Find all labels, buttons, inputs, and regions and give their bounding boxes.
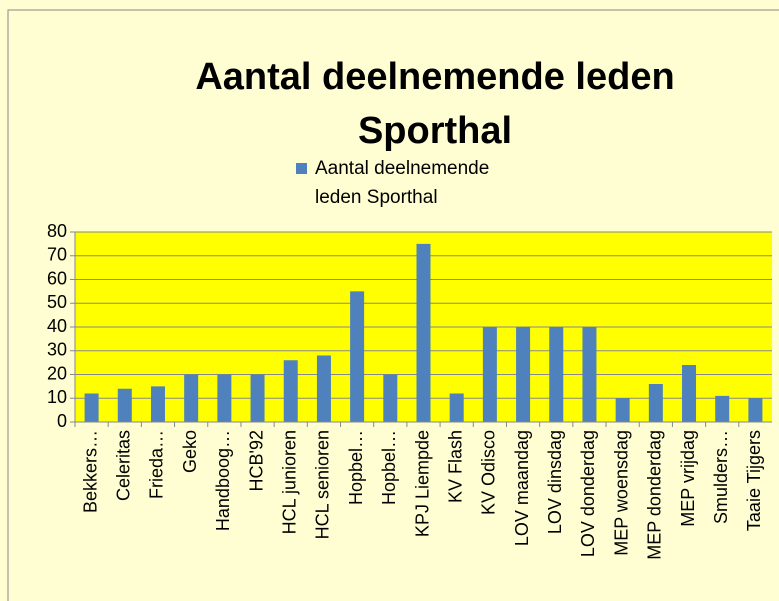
- bar: [682, 365, 697, 422]
- bar: [615, 398, 630, 422]
- bar: [283, 360, 298, 422]
- bar: [549, 327, 564, 422]
- x-tick-label: Hopbel…: [346, 430, 366, 505]
- x-tick-label: Bekkers…: [80, 430, 100, 513]
- x-tick-label: LOV maandag: [512, 430, 532, 546]
- bar: [117, 388, 132, 422]
- bar: [582, 327, 597, 422]
- x-tick-label: Celeritas: [114, 430, 134, 501]
- bar: [648, 384, 663, 422]
- x-tick-label: KPJ Liempde: [412, 430, 432, 537]
- x-tick-label: LOV dinsdag: [545, 430, 565, 534]
- x-tick-label: Frieda…: [147, 430, 167, 499]
- legend-label: Aantal deelnemende leden Sporthal: [315, 158, 490, 208]
- bar: [316, 355, 331, 422]
- x-tick-label: MEP vrijdag: [678, 430, 698, 527]
- x-tick-label: HCL senioren: [313, 430, 333, 539]
- x-tick-label: Handboog…: [213, 430, 233, 531]
- bar: [184, 374, 199, 422]
- bar: [84, 393, 99, 422]
- y-tick-label: 0: [57, 411, 67, 431]
- x-tick-label: KV Odisco: [479, 430, 499, 515]
- x-tick-label: MEP woensdag: [611, 430, 631, 556]
- bar: [416, 243, 431, 422]
- x-tick-label: Hopbel…: [379, 430, 399, 505]
- legend: Aantal deelnemende leden Sporthal: [296, 154, 556, 212]
- x-tick-label: HCB'92: [246, 430, 266, 491]
- x-tick-label: Taaie Tijgers: [744, 430, 764, 531]
- y-tick-label: 80: [47, 221, 67, 241]
- x-tick-label: LOV donderdag: [578, 430, 598, 557]
- x-tick-label: KV Flash: [445, 430, 465, 503]
- y-tick-label: 40: [47, 316, 67, 336]
- bar: [217, 374, 232, 422]
- y-tick-label: 20: [47, 363, 67, 383]
- bar: [350, 291, 365, 422]
- chart-title: Aantal deelnemende leden Sporthal: [195, 56, 675, 152]
- bar: [250, 374, 265, 422]
- bar: [516, 327, 531, 422]
- bar: [482, 327, 497, 422]
- chart-border: [7, 9, 779, 601]
- bar: [383, 374, 398, 422]
- bar: [748, 398, 763, 422]
- legend-swatch: [296, 163, 307, 174]
- y-tick-label: 10: [47, 387, 67, 407]
- y-tick-label: 50: [47, 292, 67, 312]
- y-tick-label: 30: [47, 340, 67, 360]
- bar: [449, 393, 464, 422]
- y-tick-label: 70: [47, 245, 67, 265]
- bar: [715, 395, 730, 422]
- x-tick-label: Geko: [180, 430, 200, 473]
- x-tick-label: HCL junioren: [279, 430, 299, 534]
- bar: [150, 386, 165, 422]
- x-tick-label: MEP donderdag: [645, 430, 665, 560]
- y-tick-label: 60: [47, 268, 67, 288]
- x-tick-label: Smulders…: [711, 430, 731, 524]
